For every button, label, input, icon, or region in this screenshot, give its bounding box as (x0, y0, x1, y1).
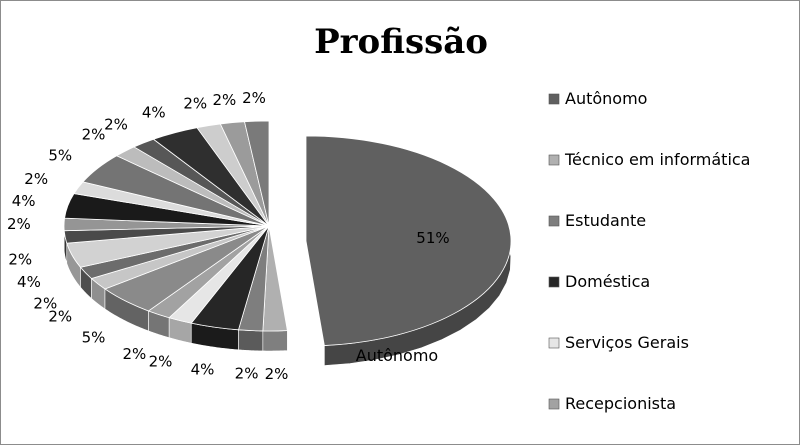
pie-slice (244, 120, 270, 227)
legend-label: Doméstica (565, 272, 650, 291)
pie-value-label: 2% (235, 365, 259, 383)
pie-value-label: 4% (12, 192, 36, 210)
pie-value-label: 2% (82, 126, 106, 144)
legend-swatch (548, 398, 560, 410)
pie-value-label: 5% (82, 328, 106, 346)
legend-label: Autônomo (565, 89, 647, 108)
legend-label: Técnico em informática (564, 150, 750, 169)
pie-value-label: 4% (142, 103, 166, 121)
pie-slice-side (262, 330, 288, 352)
pie-value-label: 2% (265, 365, 289, 383)
pie-value-label: 2% (149, 352, 173, 370)
pie-value-label: 2% (7, 215, 31, 233)
pie-slice-side (238, 329, 264, 352)
legend-label: Estudante (565, 211, 646, 230)
legend-swatch (548, 215, 560, 227)
pie-value-label: 2% (8, 250, 32, 268)
pie-value-label: 2% (48, 308, 72, 326)
pie-value-label: 2% (104, 116, 128, 134)
pie-value-label: 4% (17, 273, 41, 291)
pie-value-label: 2% (183, 95, 207, 113)
pie-value-label: 2% (242, 89, 266, 107)
slice-category-label: Autônomo (356, 346, 438, 365)
legend-label: Serviços Gerais (565, 333, 689, 352)
legend-swatch (548, 276, 560, 288)
pie-value-label: 5% (48, 146, 72, 164)
pie-value-label: 51% (416, 229, 449, 247)
pie-value-label: 2% (212, 91, 236, 109)
pie-value-label: 2% (122, 345, 146, 363)
pie-value-label: 2% (33, 294, 57, 312)
pie-value-label: 4% (191, 360, 215, 378)
legend-swatch (548, 93, 560, 105)
legend-label: Recepcionista (565, 394, 676, 413)
pie-value-label: 2% (24, 170, 48, 188)
legend-swatch (548, 154, 560, 166)
pie-slice-autonomo (305, 135, 512, 346)
chart-title: Profissão (314, 22, 488, 62)
legend-swatch (548, 337, 560, 349)
